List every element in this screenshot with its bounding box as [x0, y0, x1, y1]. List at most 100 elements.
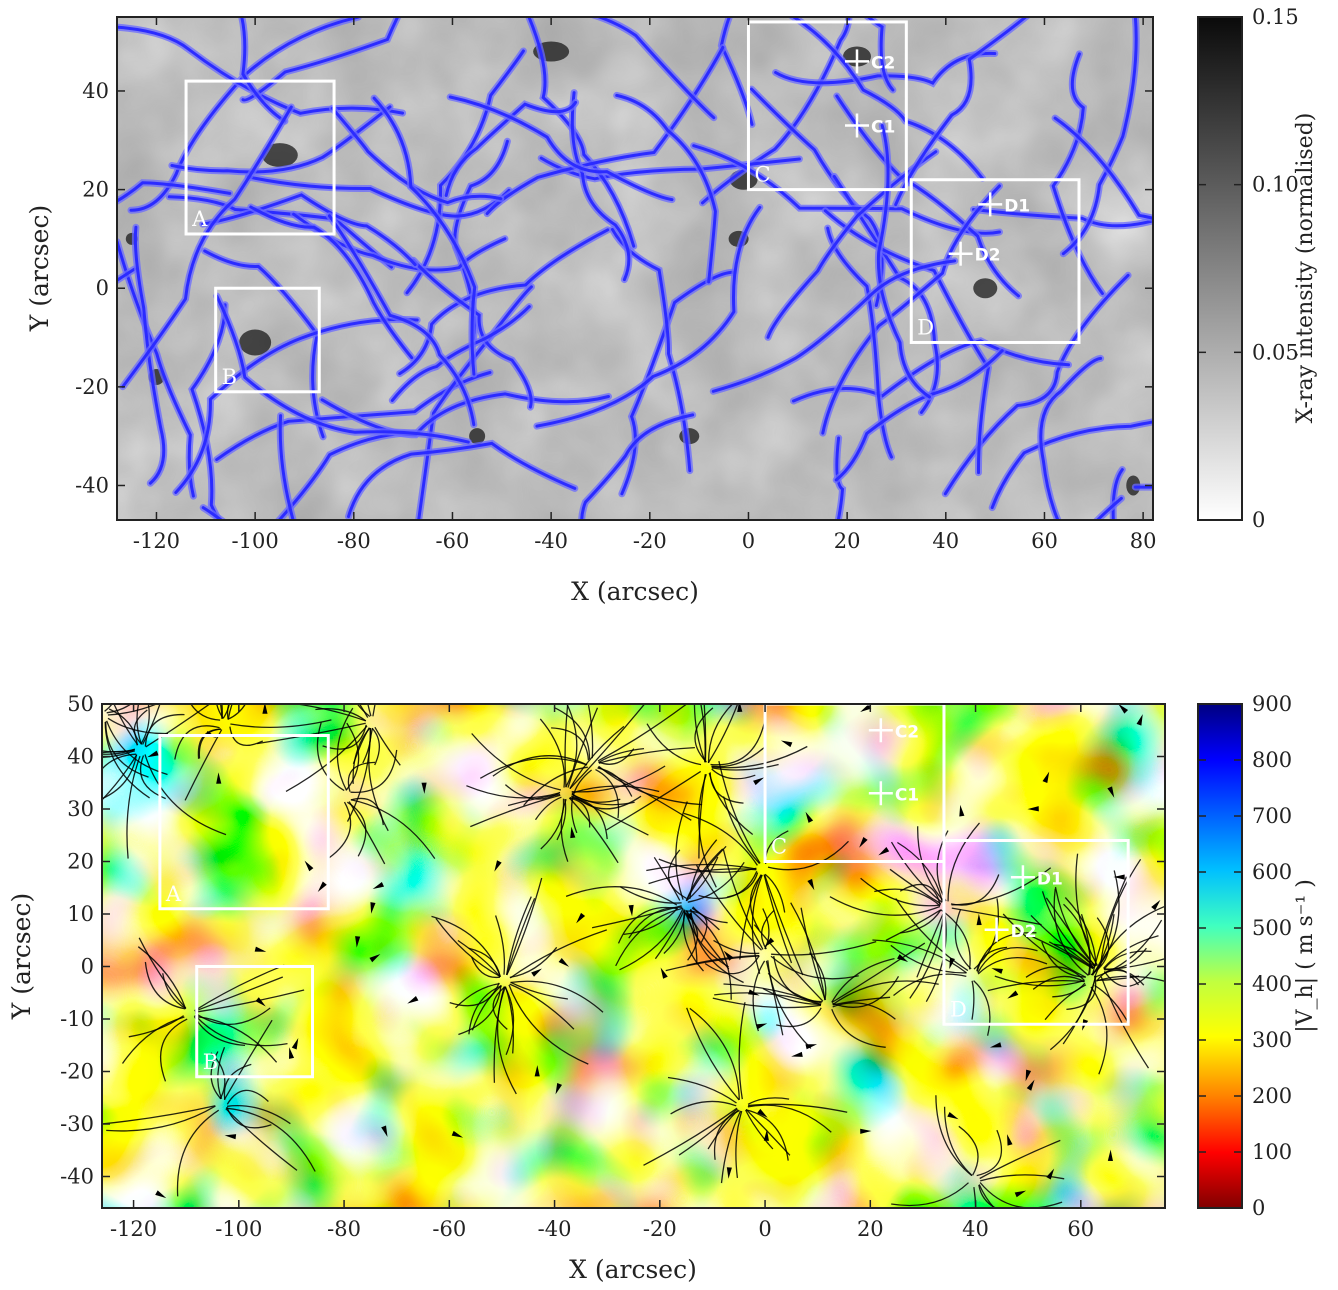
streamline [346, 727, 371, 822]
region-box-label: B [203, 1050, 218, 1074]
network-lane [390, 305, 531, 402]
colorbar-tick-label: 500 [1252, 916, 1292, 940]
streamline [106, 1105, 216, 1132]
streamline [1032, 975, 1085, 990]
streamline [971, 980, 975, 1020]
streamline [371, 727, 380, 766]
streamline [190, 704, 221, 721]
streamline [103, 1105, 216, 1125]
region-box-label: C [754, 163, 770, 187]
network-lane [876, 124, 931, 399]
streamline [1091, 870, 1120, 976]
streamline [832, 975, 900, 1008]
streamline [137, 946, 187, 1009]
streamline [358, 704, 369, 718]
streamline [829, 896, 941, 916]
flow-arrowhead [558, 957, 570, 967]
streamline [978, 1184, 998, 1208]
x-tick-label: 40 [962, 1217, 989, 1241]
streamline [108, 708, 138, 746]
streamline [711, 763, 779, 771]
streamline [1096, 975, 1140, 981]
x-tick-label: -60 [432, 1217, 466, 1241]
streamline [104, 721, 150, 799]
flow-arrowhead [254, 946, 267, 952]
streamline [217, 1046, 226, 1100]
streamline [685, 856, 719, 902]
streamline [1045, 897, 1096, 967]
dark-feature [261, 143, 298, 168]
streamline [598, 748, 635, 765]
flow-arrowhead [1136, 714, 1143, 726]
streamline [623, 907, 678, 936]
streamline [471, 956, 500, 979]
streamline [534, 796, 562, 821]
streamline [760, 909, 775, 950]
bottom-x-axis-label: X (arcsec) [569, 1255, 697, 1284]
streamline [712, 997, 821, 1009]
colorbar-tick-label: 600 [1252, 860, 1292, 884]
streamline [597, 704, 688, 762]
streamline [598, 765, 703, 806]
streamline [979, 1139, 1061, 1180]
streamline [492, 986, 508, 1030]
region-box-label: A [165, 882, 182, 906]
flow-arrowhead [805, 1044, 818, 1050]
streamline [102, 754, 138, 800]
streamline [1030, 914, 1095, 969]
streamline [556, 798, 567, 841]
streamline [104, 704, 113, 712]
streamline [510, 981, 568, 1000]
flow-arrowhead [1151, 899, 1161, 911]
point-label: D1 [1004, 196, 1030, 216]
streamline [722, 849, 764, 950]
x-tick-label: 60 [1031, 529, 1058, 553]
streamline [958, 1125, 979, 1176]
point-label: C1 [871, 117, 895, 137]
top-y-axis-label: Y (arcsec) [25, 205, 54, 332]
top-x-ticks: -120 -100 -80 -60 -40 -20 0 20 40 60 80 [133, 17, 1157, 553]
streamline [735, 1110, 743, 1178]
streamline [976, 1129, 1003, 1177]
flow-arrowhead [1107, 1149, 1113, 1162]
network-lane [170, 105, 392, 174]
streamline [505, 896, 532, 976]
flow-arrowhead [1007, 990, 1019, 999]
network-lane [580, 413, 695, 520]
flow-arrowhead [576, 912, 586, 924]
x-tick-label: -80 [337, 529, 371, 553]
network-lane [117, 240, 195, 498]
streamline [893, 973, 967, 997]
streamline [435, 918, 501, 978]
streamline [1090, 986, 1108, 1075]
streamline [973, 980, 991, 1036]
flow-arrowhead [780, 740, 793, 748]
flow-arrowhead [897, 954, 909, 963]
streamline [367, 704, 372, 717]
streamline [569, 797, 591, 828]
region-box [184, 79, 336, 236]
bottom-axes-frame [101, 703, 1166, 1209]
flow-arrowhead [748, 989, 760, 996]
flow-arrowhead [1007, 1134, 1013, 1146]
flow-arrowhead [304, 860, 314, 872]
y-tick-label: -40 [75, 473, 109, 497]
flow-arrowhead [288, 1047, 295, 1059]
streamline [693, 704, 706, 763]
flow-arrowhead [570, 826, 576, 839]
top-colorbar-label: X-ray intensity (normalised) [1293, 113, 1318, 424]
streamline [174, 725, 220, 760]
point-label: D2 [1011, 922, 1037, 942]
streamline [663, 909, 686, 954]
streamline [350, 799, 436, 859]
streamline [943, 1106, 973, 1176]
network-lane-halo [117, 265, 139, 285]
streamline [935, 1095, 973, 1177]
streamline [1062, 976, 1097, 1045]
streamline [226, 1089, 269, 1105]
flow-arrowhead [976, 913, 982, 926]
streamline [540, 798, 565, 850]
streamline [230, 719, 332, 728]
bottom-y-ticks: -40 -30 -20 -10 0 10 20 30 40 50 [60, 692, 1165, 1189]
streamline [895, 898, 969, 972]
